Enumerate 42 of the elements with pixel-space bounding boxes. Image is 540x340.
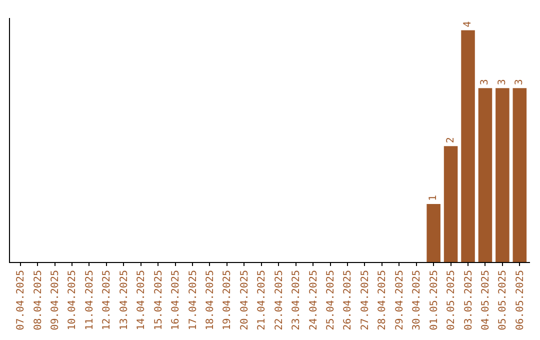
x-tick-label: 27.04.2025 (360, 270, 371, 330)
bar (478, 88, 492, 262)
data-label: 1 (428, 195, 440, 202)
bar (444, 146, 458, 262)
x-tick-label: 08.04.2025 (32, 270, 44, 330)
x-tick-label: 13.04.2025 (118, 270, 130, 330)
x-tick-label: 07.04.2025 (16, 270, 27, 330)
x-tick-label: 12.04.2025 (102, 270, 113, 330)
x-tick-label: 23.04.2025 (291, 270, 302, 330)
x-tick-label: 21.04.2025 (256, 270, 268, 330)
x-tick-label: 06.05.2025 (514, 270, 526, 330)
x-tick-label: 16.04.2025 (170, 270, 182, 330)
data-label: 3 (480, 79, 491, 86)
x-tick-label: 04.05.2025 (480, 270, 492, 330)
data-label: 4 (462, 21, 474, 28)
data-label: 2 (445, 137, 456, 144)
x-tick-label: 09.04.2025 (50, 270, 62, 330)
x-tick-label: 28.04.2025 (377, 270, 388, 330)
x-tick-label: 01.05.2025 (428, 270, 440, 330)
x-tick-label: 10.04.2025 (67, 270, 78, 330)
x-tick-label: 05.05.2025 (498, 270, 509, 330)
bar (461, 30, 475, 262)
x-tick-label: 30.04.2025 (412, 270, 423, 330)
x-tick-label: 26.04.2025 (342, 270, 354, 330)
x-tick-label: 11.04.2025 (84, 270, 96, 330)
bar (512, 88, 527, 262)
x-tick-label: 19.04.2025 (222, 270, 234, 330)
x-tick-label: 02.05.2025 (446, 270, 458, 330)
x-tick-label: 24.04.2025 (308, 270, 320, 330)
x-tick-label: 25.04.2025 (326, 270, 337, 330)
x-tick-label: 03.05.2025 (463, 270, 474, 330)
data-label: 3 (496, 79, 508, 86)
x-tick-label: 22.04.2025 (274, 270, 285, 330)
bar (426, 204, 440, 262)
x-tick-label: 29.04.2025 (394, 270, 406, 330)
x-tick-label: 20.04.2025 (239, 270, 250, 330)
x-tick-label: 17.04.2025 (188, 270, 199, 330)
x-tick-label: 15.04.2025 (153, 270, 164, 330)
data-label: 3 (514, 79, 526, 86)
x-tick-label: 14.04.2025 (136, 270, 148, 330)
x-tick-label: 18.04.2025 (204, 270, 216, 330)
bar (496, 88, 510, 262)
